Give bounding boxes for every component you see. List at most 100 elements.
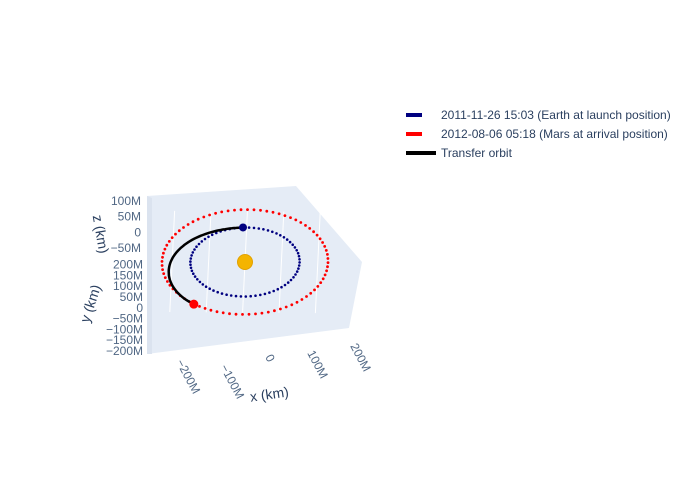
mars-orbit-point [167, 240, 171, 243]
mars-orbit-point [162, 251, 165, 255]
mars-orbit-point [316, 285, 320, 288]
mars-orbit-point [177, 229, 181, 233]
y-axis-title: y (km) [77, 282, 104, 324]
mars-orbit-point [226, 209, 230, 213]
legend: 2011-11-26 15:03 (Earth at launch positi… [406, 108, 671, 160]
earth-launch-marker[interactable] [239, 223, 248, 232]
earth-orbit-point [298, 261, 301, 264]
earth-orbit-point [215, 231, 218, 235]
mars-orbit-point [252, 208, 256, 212]
earth-orbit-point [266, 229, 270, 232]
sun-marker[interactable] [237, 254, 253, 270]
earth-orbit-point [295, 249, 299, 252]
mars-orbit-point [254, 312, 257, 316]
mars-arrival-marker[interactable] [189, 299, 199, 309]
legend-item-earth[interactable]: 2011-11-26 15:03 (Earth at launch positi… [406, 108, 671, 122]
y-tick-label: 0 [136, 301, 143, 315]
mars-orbit-point [259, 208, 262, 212]
z-tick-label: 50M [118, 210, 141, 224]
earth-orbit-point [263, 292, 267, 296]
legend-item-transfer[interactable]: Transfer orbit [406, 146, 513, 160]
earth-orbit-point [239, 295, 243, 298]
earth-orbit-point [268, 291, 271, 294]
earth-orbit-point [297, 267, 300, 270]
y-tick-label: −200M [106, 344, 143, 358]
mars-orbit-point [160, 264, 164, 267]
earth-orbit-point [276, 287, 280, 291]
earth-orbit-point [272, 289, 276, 293]
mars-orbit-point [209, 308, 213, 312]
mars-orbit-point [326, 265, 329, 269]
earth-orbit-point [190, 254, 193, 257]
mars-orbit-point [220, 210, 224, 214]
mars-orbit-point [161, 255, 164, 259]
earth-orbit-point [220, 292, 224, 295]
earth-orbit-point [189, 266, 193, 270]
earth-orbit-point [291, 243, 295, 246]
earth-orbit-point [189, 260, 192, 263]
earth-orbit-point [293, 246, 297, 249]
y-tick-label: −150M [106, 333, 143, 347]
z-tick-label: 0 [134, 225, 141, 239]
earth-orbit-point [285, 238, 289, 241]
mars-orbit-point [160, 260, 164, 263]
orbit-traces [160, 208, 330, 316]
earth-orbit-point [191, 251, 195, 254]
mars-orbit-point [265, 209, 269, 213]
mars-orbit-point [215, 310, 219, 314]
earth-orbit-point [212, 289, 215, 292]
scene-back-pane [147, 186, 362, 354]
earth-orbit-point [275, 232, 278, 235]
earth-orbit-point [225, 293, 228, 297]
earth-orbit-point [229, 294, 233, 297]
earth-orbit-point [247, 226, 251, 229]
mars-orbit-point [290, 303, 294, 307]
mars-orbit-point [170, 236, 174, 240]
mars-orbit-point [326, 261, 330, 264]
gridline-x [314, 211, 321, 314]
earth-orbit-point [210, 233, 214, 237]
mars-orbit-point [304, 224, 307, 227]
mars-orbit-point [300, 298, 304, 301]
legend-item-mars[interactable]: 2012-08-06 05:18 (Mars at arrival positi… [406, 127, 668, 141]
mars-orbit-point [174, 232, 177, 236]
mars-orbit-point [191, 220, 195, 224]
gridline-x [205, 211, 212, 313]
mars-orbit-point [289, 216, 292, 220]
mars-orbit-point [233, 208, 236, 212]
earth-orbit-point [288, 240, 292, 244]
mars-orbit-point [326, 253, 329, 256]
earth-orbit-point [271, 230, 274, 234]
earth-orbit-point [189, 263, 192, 267]
mars-orbit-point [315, 233, 319, 237]
earth-orbit-point [295, 270, 299, 273]
earth-orbit-point [198, 280, 202, 284]
mars-orbit-point [295, 300, 299, 304]
earth-orbit-point [189, 257, 193, 260]
earth-orbit-point [208, 287, 211, 291]
x-tick-label: −200M [173, 357, 203, 396]
mars-orbit-point [266, 310, 270, 314]
legend-label-mars: 2012-08-06 05:18 (Mars at arrival positi… [441, 127, 668, 141]
x-tick-label: 200M [347, 341, 373, 374]
mars-orbit-point [247, 312, 251, 316]
mars-orbit-point [273, 309, 276, 313]
mars-orbit-point [234, 312, 238, 316]
y-tick-label: 150M [113, 268, 143, 282]
y-tick-label: −50M [113, 312, 143, 326]
transfer-orbit-line[interactable] [167, 226, 244, 306]
mars-orbit-point [308, 227, 312, 230]
earth-orbit-point [203, 237, 207, 241]
mars-orbit-point [318, 237, 322, 241]
legend-label-earth: 2011-11-26 15:03 (Earth at launch positi… [441, 108, 671, 122]
earth-orbit-point [298, 258, 301, 261]
mars-orbit-point [271, 210, 275, 214]
mars-orbit-point [294, 218, 298, 222]
mars-orbit-point [313, 288, 316, 292]
mars-orbit-point [309, 291, 313, 295]
earth-orbit-point [254, 294, 257, 298]
earth-orbit-point [292, 276, 295, 279]
mars-orbit-point [305, 295, 308, 298]
mars-orbit-point [283, 214, 287, 218]
